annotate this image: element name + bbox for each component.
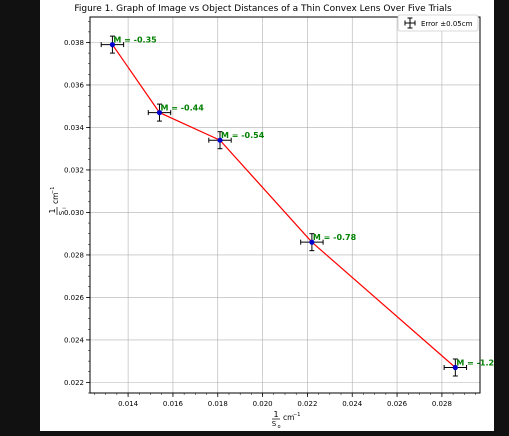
x-tick-label: 0.026 bbox=[387, 400, 408, 408]
series-line bbox=[111, 44, 456, 368]
data-point bbox=[309, 239, 315, 245]
legend-box bbox=[397, 14, 479, 32]
plot-area bbox=[89, 16, 481, 394]
figure-canvas: Figure 1. Graph of Image vs Object Dista… bbox=[40, 0, 500, 431]
y-tick-label: 0.038 bbox=[64, 39, 84, 47]
legend: Error ±0.05cm bbox=[397, 14, 479, 32]
data-point bbox=[156, 109, 163, 116]
y-tick-label: 0.024 bbox=[64, 336, 85, 344]
x-axis-label: 1 S o cm −1 bbox=[272, 410, 301, 430]
right-margin bbox=[494, 0, 509, 431]
slope-annotation: M = -0.44 bbox=[160, 104, 204, 113]
slope-annotation: M = -0.35 bbox=[113, 36, 157, 45]
y-tick-label: 0.028 bbox=[64, 251, 84, 259]
y-tick-label: 0.036 bbox=[64, 81, 85, 89]
x-tick-label: 0.024 bbox=[342, 400, 363, 408]
x-label-numerator: 1 bbox=[273, 410, 278, 419]
slope-annotation: M = -0.54 bbox=[221, 131, 265, 140]
x-tick-label: 0.016 bbox=[163, 400, 184, 408]
y-label-unit-sup: −1 bbox=[50, 187, 56, 194]
x-label-unit-sup: −1 bbox=[293, 412, 300, 418]
x-label-unit: cm bbox=[283, 413, 294, 422]
y-tick-label: 0.034 bbox=[64, 124, 85, 132]
y-label-denominator-sub: i bbox=[62, 207, 68, 208]
y-axis-label: 1 S i cm −1 bbox=[48, 187, 68, 216]
data-point bbox=[452, 364, 458, 371]
chart-title: Figure 1. Graph of Image vs Object Dista… bbox=[74, 4, 452, 14]
slope-annotations: M = -0.35 M = -0.44 M = -0.54 M = -0.78 M = … bbox=[113, 36, 500, 368]
y-tick-label: 0.030 bbox=[64, 209, 84, 217]
slope-annotation: M = -1.26 bbox=[456, 359, 494, 368]
data-point bbox=[217, 137, 223, 143]
error-bars bbox=[100, 35, 468, 377]
data-points bbox=[109, 42, 458, 371]
x-tick-label: 0.028 bbox=[432, 400, 452, 408]
chart: Figure 1. Graph of Image vs Object Dista… bbox=[48, 4, 500, 430]
x-tick-label: 0.014 bbox=[118, 400, 139, 408]
y-label-denominator: S bbox=[58, 210, 66, 215]
y-tick-label: 0.022 bbox=[64, 379, 84, 387]
legend-errorbar-icon bbox=[404, 17, 416, 29]
x-tick-label: 0.018 bbox=[208, 400, 228, 408]
y-tick-label: 0.026 bbox=[64, 294, 85, 302]
data-point bbox=[109, 42, 116, 48]
legend-label: Error ±0.05cm bbox=[421, 20, 473, 28]
x-label-denominator-sub: o bbox=[277, 424, 280, 430]
y-label-numerator: 1 bbox=[48, 208, 57, 213]
x-tick-label: 0.022 bbox=[297, 400, 317, 408]
slope-annotation: M = -0.78 bbox=[313, 233, 357, 242]
x-tick-label: 0.020 bbox=[253, 400, 273, 408]
y-tick-label: 0.032 bbox=[64, 166, 84, 174]
x-axis-ticks: 0.014 0.016 0.018 0.020 0.022 0.024 0.026 0.028 bbox=[118, 393, 452, 408]
grid bbox=[90, 17, 480, 393]
y-axis-ticks: 0.022 0.024 0.026 0.028 0.030 0.032 0.034 0.036… bbox=[64, 39, 90, 387]
y-label-unit: cm bbox=[51, 193, 60, 204]
x-label-denominator: S bbox=[272, 420, 277, 428]
